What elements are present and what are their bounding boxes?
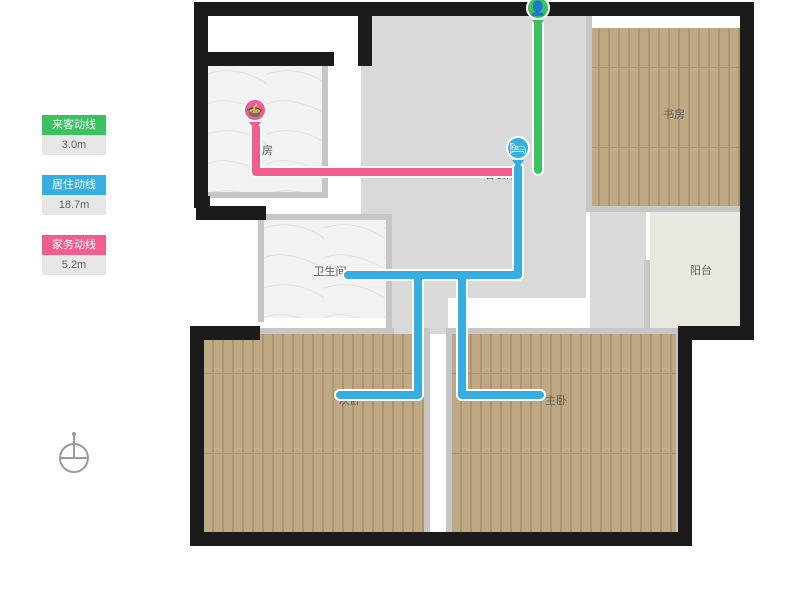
pot-icon: 🍲 (243, 98, 267, 122)
legend-living: 居住动线18.7m (42, 175, 106, 215)
outer-wall-10 (740, 206, 754, 332)
inner-wall-4 (207, 192, 328, 198)
outer-wall-4 (358, 2, 372, 66)
marker-chore: 🍲 (243, 98, 267, 130)
room-label-balcony: 阳台 (690, 262, 712, 278)
legend-label-chore: 家务动线 (42, 235, 106, 255)
legend-guest: 来客动线3.0m (42, 115, 106, 155)
marker-living: 🛏 (506, 136, 530, 168)
room-corridor (392, 298, 448, 334)
outer-wall-7 (252, 206, 266, 220)
outer-wall-12 (678, 326, 692, 544)
room-master_br (452, 334, 678, 538)
outer-wall-9 (740, 2, 754, 212)
room-label-living_dining: 客餐厅 (485, 166, 518, 182)
room-label-study: 书房 (663, 106, 685, 122)
room-aux_grey (590, 210, 646, 330)
inner-wall-5 (258, 214, 264, 322)
outer-wall-2 (194, 52, 332, 66)
outer-wall-14 (190, 326, 260, 340)
inner-wall-7 (386, 214, 392, 332)
inner-wall-6 (258, 214, 392, 220)
outer-wall-15 (190, 532, 692, 546)
room-label-toilet: 卫生间 (314, 263, 347, 279)
legend-distance-living: 18.7m (42, 195, 106, 215)
outer-wall-8 (194, 52, 208, 208)
legend-label-living: 居住动线 (42, 175, 106, 195)
room-living_dining (361, 14, 586, 298)
person-icon: 👤 (526, 0, 550, 20)
room-label-second_br: 次卧 (339, 392, 361, 408)
inner-wall-3 (322, 64, 328, 196)
bed-icon: 🛏 (506, 136, 530, 160)
outer-wall-3 (320, 52, 334, 66)
legend-label-guest: 来客动线 (42, 115, 106, 135)
inner-wall-1 (586, 206, 752, 212)
legend-distance-chore: 5.2m (42, 255, 106, 275)
room-second_br (204, 334, 424, 538)
inner-wall-11 (446, 328, 452, 540)
room-label-kitchen: 厨房 (251, 142, 273, 158)
outer-wall-0 (194, 2, 754, 16)
outer-wall-13 (190, 326, 204, 544)
marker-entry: 👤 (526, 0, 550, 28)
inner-wall-9 (448, 328, 682, 334)
floorplan-stage: 客餐厅 书房阳台 厨房卫生间次卧 主卧 👤 🛏 🍲 来客动线3.0m 居住动线18.7m 家务动线… (0, 0, 800, 600)
room-label-master_br: 主卧 (545, 392, 567, 408)
inner-wall-0 (586, 14, 592, 210)
legend-distance-guest: 3.0m (42, 135, 106, 155)
inner-wall-10 (424, 328, 430, 540)
inner-wall-2 (644, 260, 650, 332)
compass-icon (54, 432, 94, 489)
legend-chore: 家务动线5.2m (42, 235, 106, 275)
